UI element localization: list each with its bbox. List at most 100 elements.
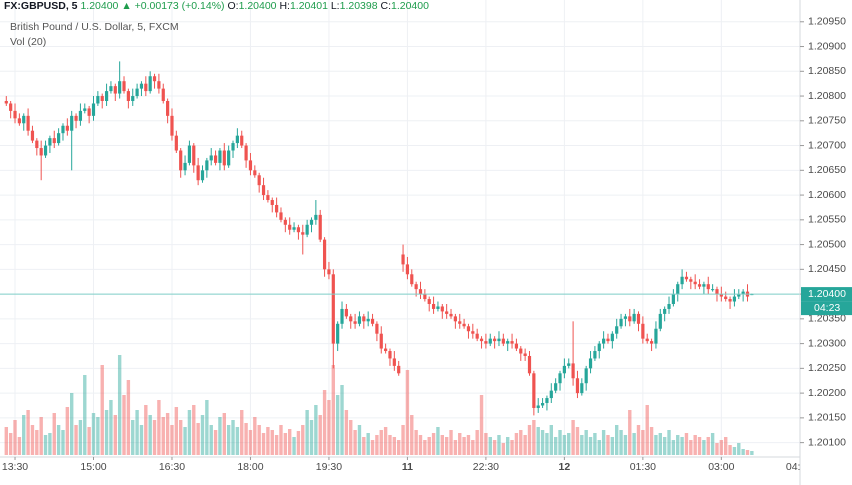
candle-body bbox=[493, 338, 497, 342]
candle-body bbox=[715, 289, 719, 295]
volume-bar bbox=[327, 400, 331, 455]
volume-bar bbox=[658, 433, 662, 455]
y-tick-label: 1.20700 bbox=[808, 139, 846, 151]
candle-body bbox=[440, 306, 444, 312]
candle-body bbox=[514, 343, 519, 349]
candle-body bbox=[357, 316, 362, 324]
candle-body bbox=[645, 338, 649, 342]
candle-body bbox=[462, 323, 466, 327]
candle-body bbox=[314, 214, 318, 220]
volume-bar bbox=[126, 380, 131, 455]
volume-bar bbox=[458, 433, 462, 455]
volume-bar bbox=[235, 427, 240, 455]
candle-body bbox=[283, 219, 287, 225]
volume-bar bbox=[497, 435, 501, 455]
volume-bar bbox=[636, 425, 641, 455]
candle-body bbox=[135, 88, 139, 97]
volume-bar bbox=[693, 435, 697, 455]
y-tick-label: 1.20100 bbox=[808, 436, 846, 448]
volume-bar bbox=[117, 355, 122, 455]
y-tick-label: 1.20450 bbox=[808, 263, 846, 275]
volume-bar bbox=[619, 430, 623, 455]
volume-bar bbox=[170, 425, 174, 455]
volume-bar bbox=[728, 445, 732, 455]
candle-body bbox=[466, 326, 471, 332]
candle-body bbox=[235, 135, 239, 144]
ohlc-value: 1.20398 bbox=[339, 0, 378, 12]
candle-body bbox=[336, 323, 340, 344]
volume-bar bbox=[453, 440, 458, 455]
candle-body bbox=[379, 333, 383, 349]
volume-bar bbox=[462, 437, 466, 455]
candle-body bbox=[523, 353, 527, 356]
candle-body bbox=[737, 294, 741, 297]
x-tick-label: 13:30 bbox=[2, 461, 28, 473]
candle-body bbox=[676, 284, 680, 295]
volume-bar bbox=[623, 435, 628, 455]
volume-bar bbox=[410, 415, 414, 455]
volume-bar bbox=[680, 437, 684, 455]
candle-body bbox=[218, 150, 222, 163]
y-tick-label: 1.20900 bbox=[808, 40, 846, 52]
candle-body bbox=[636, 313, 641, 324]
candle-body bbox=[39, 148, 43, 156]
volume-bar bbox=[715, 443, 719, 455]
volume-bar bbox=[527, 425, 532, 455]
volume-bar bbox=[418, 435, 423, 455]
candle-body bbox=[540, 403, 545, 406]
volume-bar bbox=[131, 420, 135, 455]
candle-body bbox=[322, 239, 327, 270]
candle-body bbox=[484, 341, 488, 344]
candle-body bbox=[196, 165, 200, 181]
volume-bar bbox=[78, 420, 83, 455]
volume-bar bbox=[436, 427, 440, 455]
candle-body bbox=[436, 306, 440, 309]
y-tick-label: 1.20150 bbox=[808, 412, 846, 424]
candle-body bbox=[431, 303, 436, 309]
volume-bar bbox=[26, 410, 30, 455]
volume-bar bbox=[506, 437, 510, 455]
volume-bar bbox=[65, 407, 70, 455]
volume-label: Vol (20) bbox=[10, 36, 47, 48]
volume-bar bbox=[414, 430, 418, 455]
ohlc-label: O: bbox=[227, 0, 239, 12]
volume-bar bbox=[148, 415, 152, 455]
volume-bar bbox=[510, 440, 514, 455]
candle-body bbox=[418, 289, 423, 295]
candle-body bbox=[261, 185, 266, 196]
volume-bar bbox=[379, 430, 383, 455]
candle-body bbox=[641, 323, 645, 339]
volume-bar bbox=[558, 430, 562, 455]
volume-bar bbox=[309, 420, 314, 455]
volume-bar bbox=[165, 413, 170, 455]
volume-bar bbox=[13, 420, 17, 455]
volume-bar bbox=[366, 433, 370, 455]
time-axis-bg bbox=[0, 457, 852, 485]
candle-body bbox=[401, 254, 405, 265]
candle-body bbox=[35, 140, 39, 149]
volume-bar bbox=[553, 437, 558, 455]
ohlc-label: L: bbox=[330, 0, 340, 12]
volume-bar bbox=[322, 390, 327, 455]
candle-body bbox=[510, 341, 514, 344]
volume-bar bbox=[314, 405, 318, 455]
candle-body bbox=[615, 326, 619, 334]
candle-body bbox=[187, 145, 192, 163]
volume-bar bbox=[135, 410, 139, 455]
candle-body bbox=[109, 86, 113, 92]
candle-body bbox=[353, 321, 357, 324]
candle-body bbox=[610, 333, 614, 342]
candle-body bbox=[427, 299, 431, 304]
candle-body bbox=[628, 316, 632, 322]
volume-bar bbox=[702, 440, 706, 455]
y-tick-label: 1.20650 bbox=[808, 164, 846, 176]
candle-body bbox=[684, 276, 689, 280]
candle-body bbox=[623, 316, 628, 319]
candle-body bbox=[222, 150, 226, 166]
candle-body bbox=[567, 363, 571, 366]
candle-body bbox=[549, 390, 553, 399]
volume-bar bbox=[671, 440, 676, 455]
candle-body bbox=[375, 323, 379, 334]
candle-body bbox=[344, 308, 348, 317]
